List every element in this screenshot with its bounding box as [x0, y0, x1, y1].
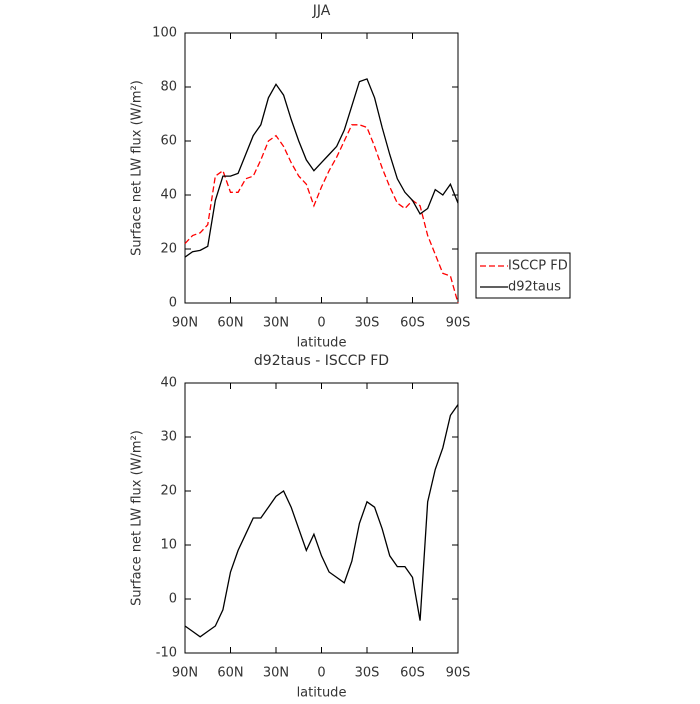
legend-box — [475, 252, 571, 299]
x-tick-label: 90N — [172, 316, 198, 331]
legend-label: ISCCP FD — [508, 259, 568, 274]
data-line — [184, 124, 459, 304]
data-line — [184, 78, 459, 258]
y-axis-label: Surface net LW flux (W/m²) — [130, 430, 145, 606]
y-tick-label: 80 — [160, 80, 177, 95]
x-tick-label: 90S — [446, 316, 471, 331]
x-tick-label: 90S — [446, 666, 471, 681]
y-tick-label: 0 — [169, 592, 177, 607]
x-tick-label: 90N — [172, 666, 198, 681]
y-axis-label: Surface net LW flux (W/m²) — [130, 80, 145, 256]
y-tick-label: 30 — [160, 430, 177, 445]
y-tick-label: 100 — [152, 26, 177, 41]
x-tick-label: 30N — [263, 316, 289, 331]
y-tick-label: -10 — [156, 646, 177, 661]
plot-frame — [184, 382, 459, 654]
x-tick-label: 30S — [355, 316, 380, 331]
x-tick-label: 30N — [263, 666, 289, 681]
x-tick-label: 0 — [317, 316, 325, 331]
plot-frame — [184, 32, 459, 304]
x-axis-label: latitude — [297, 686, 347, 701]
x-tick-label: 30S — [355, 666, 380, 681]
y-tick-label: 20 — [160, 242, 177, 257]
y-tick-label: 40 — [160, 376, 177, 391]
x-tick-label: 60S — [400, 666, 425, 681]
y-tick-label: 40 — [160, 188, 177, 203]
chart-title: d92taus - ISCCP FD — [254, 353, 389, 369]
data-line — [184, 404, 459, 638]
chart-title: JJA — [312, 3, 331, 19]
y-tick-label: 10 — [160, 538, 177, 553]
x-tick-label: 60N — [217, 316, 243, 331]
x-tick-label: 60S — [400, 316, 425, 331]
y-tick-label: 20 — [160, 484, 177, 499]
x-tick-label: 0 — [317, 666, 325, 681]
y-tick-label: 0 — [169, 296, 177, 311]
x-tick-label: 60N — [217, 666, 243, 681]
legend-label: d92taus — [508, 280, 561, 295]
y-tick-label: 60 — [160, 134, 177, 149]
x-axis-label: latitude — [297, 336, 347, 351]
